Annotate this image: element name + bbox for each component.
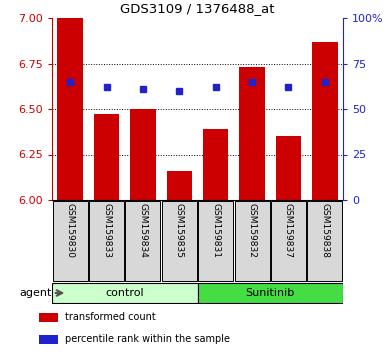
Bar [239,67,265,200]
Text: Sunitinib: Sunitinib [246,288,295,298]
Text: GSM159838: GSM159838 [320,203,329,258]
Bar [52,283,198,303]
Bar [89,201,124,281]
Bar [162,201,197,281]
Text: GSM159832: GSM159832 [248,203,256,258]
Bar [271,201,306,281]
Bar [203,129,228,200]
Bar [167,171,192,200]
Bar [234,201,270,281]
Text: GSM159831: GSM159831 [211,203,220,258]
Text: agent: agent [20,288,52,298]
Title: GDS3109 / 1376488_at: GDS3109 / 1376488_at [120,2,275,16]
Text: GSM159834: GSM159834 [139,203,147,258]
Text: percentile rank within the sample: percentile rank within the sample [65,335,231,344]
Bar [38,313,58,322]
Text: transformed count: transformed count [65,313,156,322]
Bar [130,109,156,200]
Bar [94,114,119,200]
Text: GSM159837: GSM159837 [284,203,293,258]
Bar [38,335,58,344]
Text: GSM159833: GSM159833 [102,203,111,258]
Text: GSM159835: GSM159835 [175,203,184,258]
Bar [198,283,343,303]
Bar [198,201,233,281]
Text: GSM159830: GSM159830 [66,203,75,258]
Text: control: control [105,288,144,298]
Bar [53,201,88,281]
Bar [126,201,161,281]
Bar [57,18,83,200]
Bar [312,42,338,200]
Bar [307,201,342,281]
Bar [276,136,301,200]
